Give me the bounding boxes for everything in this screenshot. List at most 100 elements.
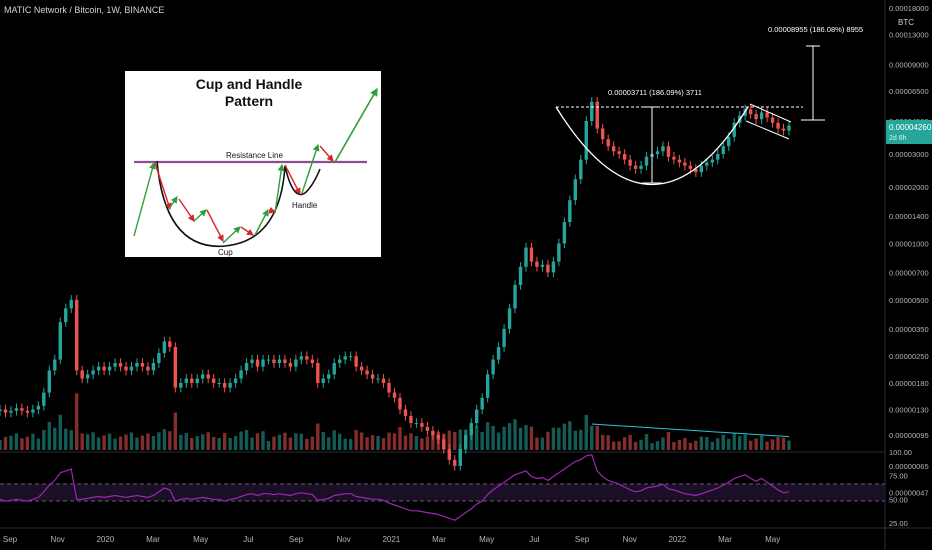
time-axis[interactable]: Sep Nov 2020 Mar May Jul Sep Nov 2021 Mar May Jul Se… [3,535,780,544]
rsi-tick-label: 25.00 [889,519,908,528]
candle-body [338,359,342,364]
candle-body [173,347,178,388]
rsi-tick-label: 100.00 [889,448,912,457]
volume-bar [217,438,221,450]
volume-bar [42,430,46,450]
candle-body [195,378,199,383]
candle-body [217,382,221,384]
price-tick-label: 0.00018000 [889,4,929,13]
price-tick-label: 0.00000130 [889,405,929,414]
candle-body [513,284,517,309]
candle-body [529,247,534,262]
volume-bar [338,433,342,450]
volume-bar [64,428,68,450]
volume-bar [453,431,457,450]
cup-and-handle-diagram: Cup and Handle Pattern Resistance Line H… [125,71,381,257]
price-tick-label: 0.00000350 [889,325,929,334]
candle-body [381,378,386,383]
price-axis[interactable]: 0.000280000.000180000.000130000.00009000… [889,0,929,497]
volume-bar [743,434,747,450]
candle-body [524,247,528,267]
volume-bar [272,436,276,450]
candle-body [491,359,495,375]
candle-body [409,415,413,424]
volume-bar [107,433,112,450]
volume-bar [47,422,52,450]
candle-body [787,125,791,131]
candle-body [168,341,172,348]
volume-bar [754,438,758,450]
candle-body [453,459,457,466]
volume-bar [365,437,369,450]
diagram-cup-curve [156,160,286,247]
candle-body [387,382,391,393]
volume-bar [721,434,725,450]
projection-label: 0.00008955 (186.08%) 8955 [768,25,863,34]
volume-bar [546,431,550,450]
candle-body [496,347,501,360]
volume-bar [206,432,210,450]
candle-body [442,439,446,449]
volume-bar [568,421,572,450]
diagram-resistance-label: Resistance Line [226,151,283,160]
candle-body [272,359,276,364]
candle-body [732,122,736,137]
candle-body [283,359,287,364]
candle-body [124,366,128,371]
price-tick-label: 0.00000180 [889,379,929,388]
volume-bar [595,425,599,450]
candle-body [639,165,643,169]
volume-bar [601,434,605,450]
volume-bar [381,438,386,450]
candle-body [365,370,369,375]
time-tick-label: Jul [243,535,253,544]
candle-body [776,122,780,129]
candle-body [190,378,194,383]
diagram-handle-label: Handle [292,201,318,210]
volume-bar [370,435,375,450]
volume-bar [502,426,506,450]
volume-bar [787,440,791,450]
candle-body [294,359,298,367]
price-tick-label: 0.00009000 [889,61,929,70]
volume-bar [540,437,545,450]
candle-body [14,408,19,411]
candle-body [47,370,52,393]
volume-bar [606,435,610,450]
volume-bar [666,431,671,450]
candle-body [392,392,397,398]
volume-bar [91,432,95,450]
volume-bar [9,435,13,450]
rsi-axis: 100.00 75.00 50.00 25.00 [889,448,912,528]
candle-body [20,408,24,411]
candle-body [151,363,156,371]
candle-body [244,363,249,371]
volume-bar [102,435,106,450]
rsi-band [0,484,885,501]
candle-body [661,146,665,152]
candle-body [699,165,704,173]
volume-bar [579,429,583,450]
volume-bar [179,434,183,450]
candle-body [677,159,682,163]
candle-body [694,168,698,173]
volume-bar [376,436,380,450]
volume-bar [348,439,353,450]
volume-bar [431,434,435,450]
candle-body [343,356,347,360]
volume-bar [283,432,287,450]
diagram-handle-curve [284,165,321,196]
volume-bar [650,443,654,450]
candle-body [628,159,632,166]
volume-bar [781,437,786,450]
candle-body [201,374,205,379]
time-tick-label: Sep [3,535,18,544]
candle-body [157,353,161,364]
diagram-cup-label: Cup [218,248,233,257]
volume-bar [688,442,693,450]
candle-body [617,151,621,154]
time-tick-label: Mar [432,535,446,544]
candle-body [102,366,106,371]
candle-body [96,366,101,371]
